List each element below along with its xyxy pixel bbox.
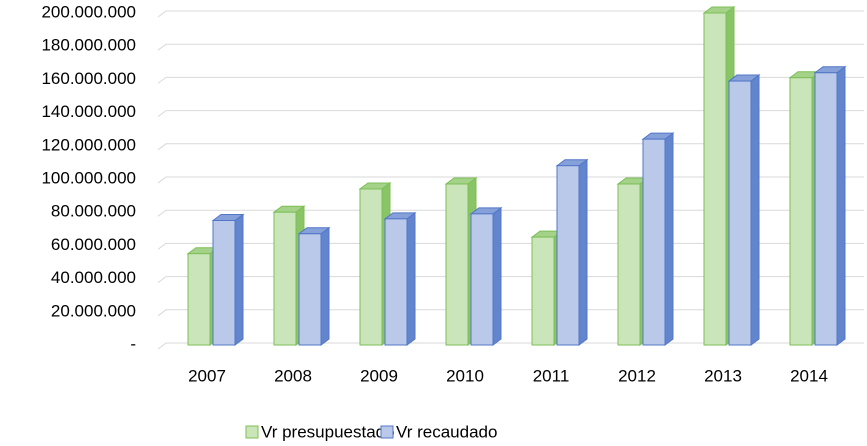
bar-front — [384, 218, 408, 346]
grid-line — [157, 342, 864, 350]
legend-swatch — [380, 425, 394, 439]
grid-line — [157, 110, 864, 117]
grid-line — [157, 43, 864, 51]
grid-line — [157, 76, 864, 84]
bar-side — [664, 132, 674, 346]
legend-label: Vr presupuestado — [261, 422, 395, 441]
x-tick-label: 2007 — [188, 366, 226, 385]
grid-line — [157, 10, 864, 18]
bar-side — [836, 65, 846, 346]
y-tick-label: 40.000.000 — [51, 268, 136, 287]
bar-front — [187, 253, 211, 346]
bar-front — [728, 80, 752, 346]
bar — [813, 65, 847, 346]
bar-side — [406, 211, 416, 346]
bar-front — [617, 183, 641, 346]
bar-front — [531, 236, 555, 346]
bar — [383, 211, 417, 346]
bar-front — [814, 72, 838, 346]
bar-front — [642, 138, 666, 346]
x-tick-label: 2009 — [360, 366, 398, 385]
bar-front — [556, 165, 580, 346]
bar — [641, 132, 675, 346]
bar-side — [320, 226, 330, 346]
bar-side — [578, 158, 588, 346]
bar-front — [703, 12, 727, 346]
y-tick-label: 120.000.000 — [41, 135, 136, 154]
x-tick-label: 2012 — [618, 366, 656, 385]
y-tick-label: 200.000.000 — [41, 2, 136, 21]
bar-front — [359, 188, 383, 346]
bar-front — [273, 211, 297, 346]
bar-front — [789, 77, 813, 346]
grid-line — [157, 143, 864, 151]
bar — [272, 205, 306, 346]
bar-side — [492, 206, 502, 346]
bar — [555, 158, 589, 346]
x-tick-label: 2010 — [446, 366, 484, 385]
bar-front — [212, 220, 236, 346]
bar — [297, 226, 331, 346]
x-tick-label: 2014 — [790, 366, 828, 385]
legend-swatch — [245, 425, 259, 439]
bar-side — [750, 74, 760, 346]
bar-front — [298, 233, 322, 346]
y-tick-label: 180.000.000 — [41, 36, 136, 55]
legend-label: Vr recaudado — [396, 422, 497, 441]
bar-front — [470, 213, 494, 346]
y-tick-label: - — [130, 334, 136, 353]
grid-line — [157, 176, 864, 184]
y-tick-label: 160.000.000 — [41, 69, 136, 88]
bar — [469, 206, 503, 346]
bar-side — [234, 213, 244, 346]
bar — [211, 213, 245, 346]
y-tick-label: 80.000.000 — [51, 202, 136, 221]
x-tick-label: 2008 — [274, 366, 312, 385]
bar — [727, 74, 761, 346]
bar-front — [445, 183, 469, 346]
y-tick-label: 20.000.000 — [51, 301, 136, 320]
x-tick-label: 2011 — [533, 366, 570, 385]
y-tick-label: 100.000.000 — [41, 168, 136, 187]
y-tick-label: 60.000.000 — [51, 235, 136, 254]
x-tick-label: 2013 — [704, 366, 742, 385]
y-tick-label: 140.000.000 — [41, 102, 136, 121]
